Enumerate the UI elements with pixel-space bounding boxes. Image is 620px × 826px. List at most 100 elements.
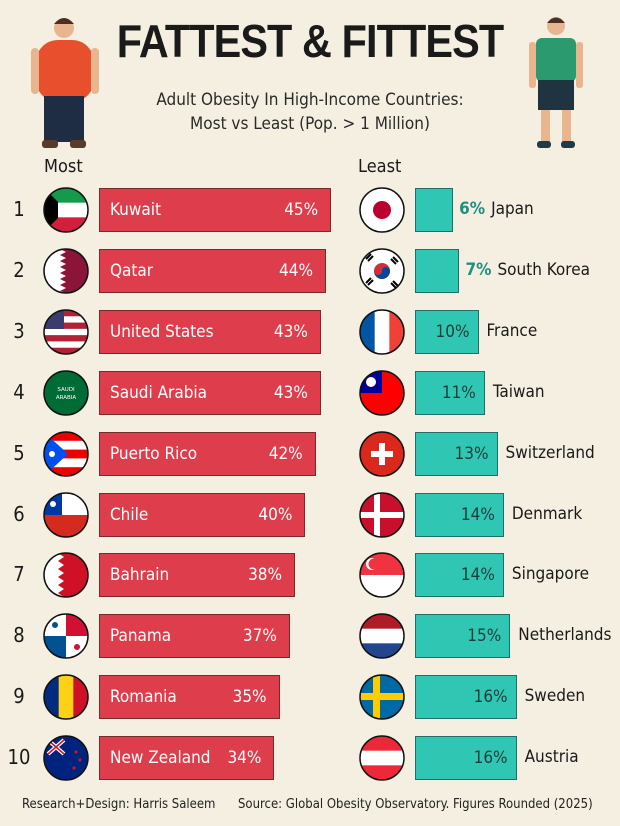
value-label: 45% [284,200,319,220]
rank-number: 4 [13,379,25,404]
value-label: 7% [465,259,492,280]
most-header: Most [44,156,83,177]
chart-subtitle: Adult Obesity In High-Income Countries: … [100,88,520,136]
most-bar: Romania 35% [99,675,280,720]
value-label: 10% [435,321,470,342]
flag-singapore-icon [359,552,405,599]
rank-number: 7 [13,562,25,587]
least-bar: 14% [415,553,504,598]
value-label: 13% [454,443,489,464]
value-label: 35% [232,687,267,708]
country-label: Bahrain [110,565,170,586]
least-bar: 14% [415,492,504,537]
rank-number: 6 [13,501,25,526]
most-bar: New Zealand 34% [99,736,275,781]
rank-number: 3 [13,318,25,343]
source-note: Source: Global Obesity Observatory. Figu… [238,797,593,812]
rank-number: 2 [13,257,25,282]
rank-number: 1 [13,197,25,221]
most-bar: Chile 40% [99,492,306,537]
value-label: 40% [258,504,293,525]
value-label: 16% [473,687,508,708]
country-label: France [486,320,538,341]
value-label: 14% [460,504,495,525]
country-label: Saudi Arabia [110,382,208,403]
country-label: Netherlands [518,625,612,646]
flag-denmark-icon [359,491,405,538]
least-bar [415,248,460,293]
country-label: Puerto Rico [110,443,198,464]
most-bar: Puerto Rico 42% [99,431,316,476]
value-label: 6% [459,199,486,219]
least-bar: 15% [415,614,511,659]
country-label: Denmark [511,503,583,524]
flag-sweden-icon [359,674,405,720]
country-label: Chile [110,504,149,525]
least-bar: 13% [415,431,498,476]
flag-new-zealand-icon [43,735,89,781]
flag-romania-icon [43,674,89,720]
flag-bahrain-icon [43,552,89,599]
overweight-man-illustration [31,18,99,148]
flag-qatar-icon [43,248,89,294]
value-label: 44% [279,260,314,281]
svg-text:SAUDI: SAUDI [57,387,75,393]
most-bar: Bahrain 38% [99,553,296,598]
flag-austria-icon [359,735,405,781]
rank-number: 9 [13,684,25,709]
value-label: 42% [268,443,303,464]
flag-kuwait-icon [43,187,89,233]
country-label: Panama [110,626,172,647]
svg-text:ARABIA: ARABIA [56,395,77,401]
value-label: 11% [441,382,476,403]
least-bar: 16% [415,736,517,781]
flag-japan-icon [359,187,405,233]
country-label: Austria [524,747,579,768]
most-bar: Kuwait 45% [99,188,332,232]
flag-taiwan-icon [359,369,405,416]
country-label: Kuwait [110,200,161,220]
credit: Research+Design: Harris Saleem [22,797,216,812]
value-label: 43% [273,382,308,403]
country-label: Romania [110,687,177,708]
flag-netherlands-icon [359,613,405,660]
flag-france-icon [359,309,405,355]
flag-panama-icon [43,613,89,660]
flag-chile-icon [43,491,89,538]
rank-number: 5 [13,440,25,465]
least-bar [415,188,454,232]
country-label: South Korea [497,259,590,280]
flag-switzerland-icon [359,430,405,477]
least-bar: 16% [415,675,517,720]
most-bar: Saudi Arabia 43% [99,370,321,415]
flag-puerto-rico-icon [43,430,89,477]
rank-number: 10 [7,745,31,770]
flag-united-states-icon [43,309,89,355]
country-label: Qatar [110,260,154,281]
fit-man-illustration [529,17,583,148]
value-label: 37% [242,626,277,647]
country-label: New Zealand [110,748,211,769]
country-label: Singapore [511,564,590,585]
value-label: 15% [467,626,502,647]
least-bar: 10% [415,309,479,354]
flag-saudi-arabia-icon: SAUDI ARABIA [43,369,89,416]
most-bar: Panama 37% [99,614,290,659]
value-label: 38% [248,565,283,586]
value-label: 34% [227,748,262,769]
least-bar: 11% [415,370,485,415]
most-bar: United States 43% [99,309,321,354]
value-label: 16% [473,748,508,769]
value-label: 43% [273,321,308,342]
subtitle-line-2: Most vs Least (Pop. > 1 Million) [190,114,430,134]
chart-title: FATTEST & FITTEST [116,15,504,67]
value-label: 14% [460,565,495,586]
subtitle-line-1: Adult Obesity In High-Income Countries: [156,90,464,110]
country-label: United States [110,321,214,342]
least-header: Least [358,156,402,177]
country-label: Japan [491,199,534,219]
country-label: Sweden [524,686,586,707]
rank-number: 8 [13,623,25,648]
flag-south-korea-icon [359,248,405,294]
